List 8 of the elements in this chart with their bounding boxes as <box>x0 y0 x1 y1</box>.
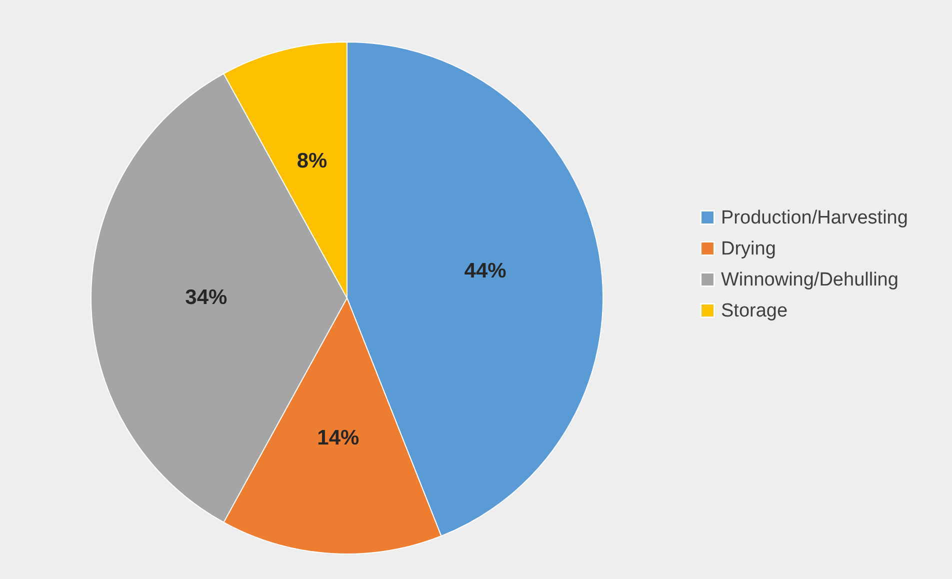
legend-label: Drying <box>721 238 776 260</box>
data-label: 8% <box>296 150 328 173</box>
legend-label: Winnowing/Dehulling <box>721 270 898 290</box>
data-label: 44% <box>464 260 507 283</box>
data-label: 14% <box>317 426 360 450</box>
legend-label: Production/Harvesting <box>721 208 908 228</box>
legend-label: Storage <box>721 300 788 322</box>
data-label: 34% <box>185 286 228 309</box>
